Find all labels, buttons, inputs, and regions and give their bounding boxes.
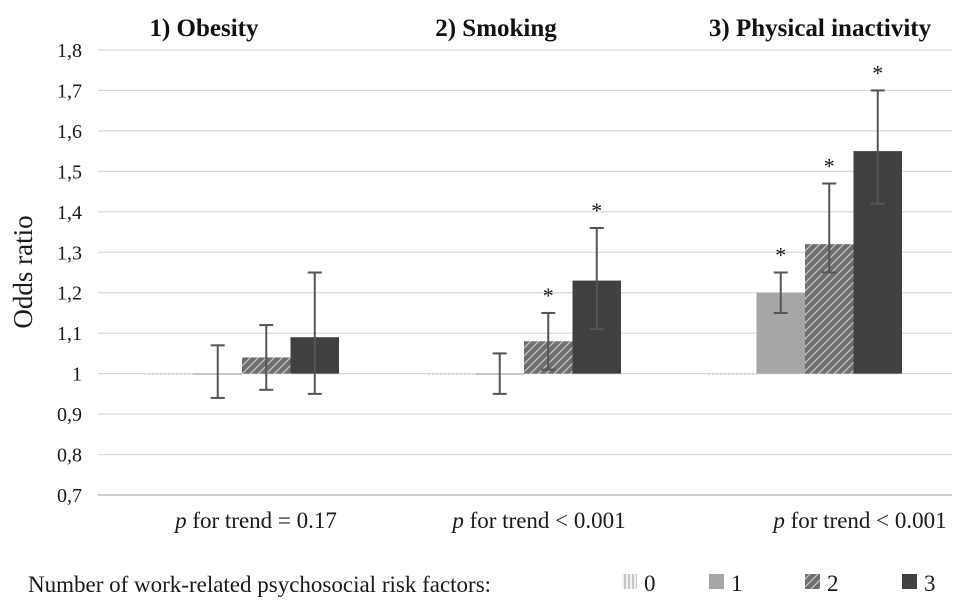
trend-note: p for trend < 0.001 bbox=[771, 508, 946, 533]
trend-notes: p for trend = 0.17 p for trend < 0.001 p f… bbox=[173, 508, 947, 533]
p-symbol: p bbox=[771, 508, 785, 533]
p-symbol: p bbox=[450, 508, 464, 533]
y-axis-label: Odds ratio bbox=[8, 215, 38, 328]
legend-label-0: 0 bbox=[644, 571, 656, 596]
trend-text: for trend < 0.001 bbox=[785, 508, 947, 533]
y-tick-label: 1,2 bbox=[57, 283, 82, 305]
significance-star: * bbox=[543, 283, 554, 308]
y-tick-label: 0,9 bbox=[57, 404, 82, 426]
significance-star: * bbox=[824, 154, 835, 179]
significance-star: * bbox=[775, 243, 786, 268]
y-tick-label: 0,7 bbox=[57, 485, 82, 507]
y-tick-label: 1,7 bbox=[57, 80, 82, 102]
legend-swatch-0 bbox=[622, 574, 637, 589]
y-tick-label: 0,8 bbox=[57, 445, 82, 467]
legend-label-3: 3 bbox=[924, 571, 936, 596]
bar-series-0-3 bbox=[708, 374, 757, 375]
legend: Number of work-related psychosocial risk… bbox=[28, 571, 936, 597]
panel-titles: 1) Obesity 2) Smoking 3) Physical inactivi… bbox=[149, 15, 931, 42]
bars bbox=[145, 151, 902, 374]
panel-title: 2) Smoking bbox=[435, 15, 557, 42]
legend-label-2: 2 bbox=[827, 571, 839, 596]
trend-text: for trend = 0.17 bbox=[187, 508, 337, 533]
y-tick-label: 1,8 bbox=[57, 40, 82, 62]
y-tick-label: 1,6 bbox=[57, 121, 82, 143]
legend-label-1: 1 bbox=[731, 571, 743, 596]
legend-swatch-2 bbox=[805, 574, 820, 589]
bar-series-0-1 bbox=[145, 374, 194, 375]
y-tick-label: 1,5 bbox=[57, 161, 82, 183]
y-tick-label: 1,3 bbox=[57, 242, 82, 264]
significance-star: * bbox=[872, 60, 883, 85]
trend-text: for trend < 0.001 bbox=[464, 508, 626, 533]
y-tick-label: 1 bbox=[72, 364, 82, 386]
panel-title: 1) Obesity bbox=[149, 15, 259, 42]
y-tick-label: 1,4 bbox=[57, 202, 82, 224]
p-symbol: p bbox=[173, 508, 187, 533]
panel-title: 3) Physical inactivity bbox=[709, 15, 932, 42]
trend-note: p for trend < 0.001 bbox=[450, 508, 625, 533]
bar-series-0-2 bbox=[427, 374, 476, 375]
y-axis-ticks: 0,7 0,8 0,9 1 1,1 1,2 1,3 1,4 1,5 1,6 1,7 1,8 bbox=[57, 40, 82, 507]
legend-swatch-3 bbox=[902, 574, 917, 589]
significance-star: * bbox=[591, 198, 602, 223]
trend-note: p for trend = 0.17 bbox=[173, 508, 337, 533]
y-tick-label: 1,1 bbox=[57, 323, 82, 345]
legend-swatch-1 bbox=[709, 574, 724, 589]
legend-title: Number of work-related psychosocial risk… bbox=[28, 572, 491, 597]
